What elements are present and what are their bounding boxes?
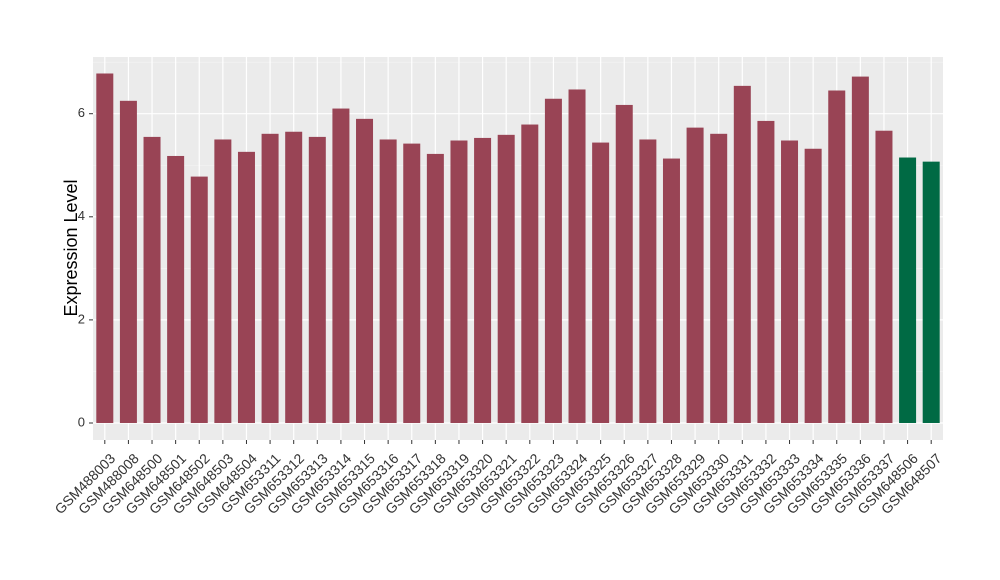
bar [615,104,633,423]
y-tick-label: 0 [78,414,85,429]
bar [662,158,680,423]
bar [568,89,586,423]
bar [167,155,185,423]
bar [332,108,350,423]
y-tick-label: 2 [78,311,85,326]
bar [899,157,917,423]
bar [403,143,421,423]
bar [922,161,940,423]
y-axis-label: Expression Level [61,179,81,316]
bar [261,133,279,423]
y-tick-label: 4 [78,208,85,223]
bar [426,153,444,423]
bar [285,131,303,423]
bar [875,130,893,423]
bar [356,118,374,423]
bar [639,139,657,423]
bar [804,148,822,423]
bar [143,136,161,423]
bar [190,176,208,423]
bar [214,139,232,423]
bar [379,139,397,423]
bar [851,76,869,423]
y-tick-label: 6 [78,105,85,120]
bar [544,98,562,423]
bar [497,134,515,423]
bar [521,124,539,423]
bar [592,142,610,423]
bar [710,133,728,423]
bar [686,127,704,423]
bar [828,90,846,423]
bar [237,151,255,423]
bar [757,120,775,423]
bar [733,85,751,423]
bar [450,140,468,423]
bar [308,136,326,423]
bar [781,140,799,423]
bar [474,137,492,423]
bar [96,73,114,423]
bar [119,100,137,423]
panel [93,57,943,440]
